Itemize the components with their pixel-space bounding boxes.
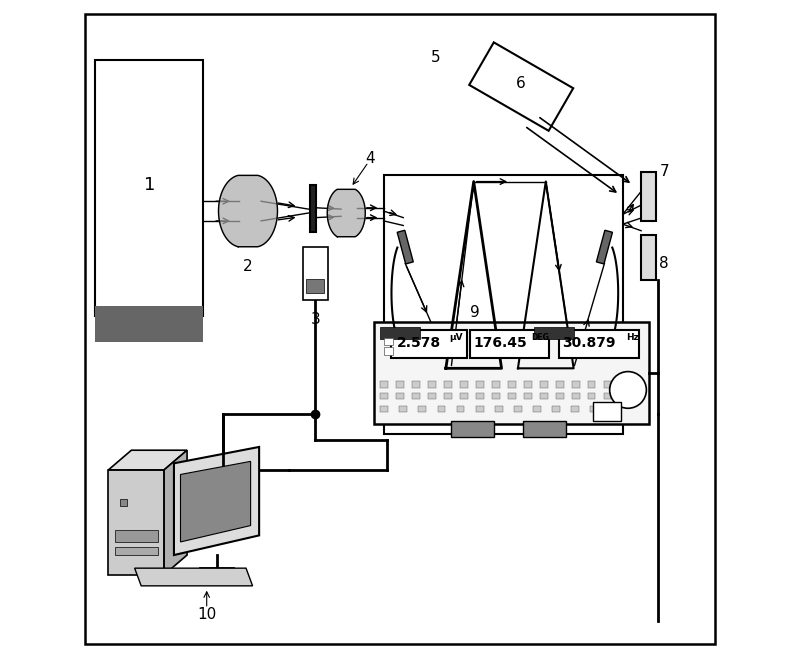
Bar [476,393,484,399]
Bar [444,382,452,388]
Bar [396,393,404,399]
Text: 8: 8 [659,256,669,271]
Bar [572,393,579,399]
Bar [588,382,595,388]
Text: 1: 1 [144,176,155,194]
Bar [306,278,324,293]
Text: 2: 2 [243,259,253,274]
Bar [120,499,126,506]
Bar [492,382,500,388]
Bar [115,547,158,555]
Bar [115,530,158,542]
Text: 5: 5 [431,49,441,64]
Bar [310,185,316,232]
Bar [552,406,560,412]
Bar [558,330,639,359]
Bar [603,382,611,388]
Bar [524,393,532,399]
Bar [594,403,621,420]
Bar [460,393,468,399]
Bar [556,393,563,399]
Bar [494,406,502,412]
Bar [303,247,328,299]
Text: 9: 9 [470,305,480,320]
Bar [460,382,468,388]
Bar [384,175,622,434]
Bar [451,420,494,437]
Bar [399,406,407,412]
Bar [384,338,393,345]
Bar [571,406,579,412]
Polygon shape [109,450,187,470]
Bar [470,330,549,359]
Bar [641,172,655,221]
Bar [603,393,611,399]
Text: 4: 4 [366,151,375,166]
Bar [95,306,203,342]
Text: μV: μV [450,333,463,342]
Bar [396,382,404,388]
Bar [534,327,574,339]
Text: 10: 10 [197,607,216,622]
Bar [524,382,532,388]
Bar [418,406,426,412]
Bar [492,393,500,399]
Bar [596,230,613,264]
Bar [476,406,483,412]
Bar [412,393,420,399]
Bar [641,236,655,280]
Text: 30.879: 30.879 [562,336,616,351]
Bar [380,406,388,412]
Polygon shape [109,470,164,574]
Bar [572,382,579,388]
Text: 2.578: 2.578 [397,336,441,351]
Text: 3: 3 [310,312,320,326]
Bar [476,382,484,388]
Bar [540,382,548,388]
Bar [508,393,516,399]
Polygon shape [327,190,366,237]
Text: 176.45: 176.45 [474,336,527,351]
Bar [619,393,627,399]
Bar [444,393,452,399]
Bar [412,382,420,388]
Bar [380,382,388,388]
Bar [438,406,446,412]
Bar [588,393,595,399]
Bar [523,420,566,437]
Bar [428,393,436,399]
Bar [508,382,516,388]
Bar [619,382,627,388]
Bar [514,406,522,412]
Bar [428,382,436,388]
Text: 6: 6 [516,76,526,91]
Text: Hz: Hz [626,333,639,342]
Bar [590,406,598,412]
Bar [95,61,203,316]
Bar [380,393,388,399]
Text: 7: 7 [659,164,669,179]
Bar [380,327,420,339]
Bar [374,322,649,424]
Bar [540,393,548,399]
Bar [384,347,393,355]
Bar [398,230,414,264]
Polygon shape [174,447,259,555]
Bar [457,406,465,412]
Polygon shape [218,176,278,247]
Polygon shape [181,461,250,542]
Circle shape [610,372,646,408]
Bar [533,406,541,412]
Bar [470,42,574,131]
Bar [556,382,563,388]
Bar [391,330,467,359]
Text: DEG: DEG [531,333,549,342]
Polygon shape [134,568,253,586]
Polygon shape [164,450,187,574]
